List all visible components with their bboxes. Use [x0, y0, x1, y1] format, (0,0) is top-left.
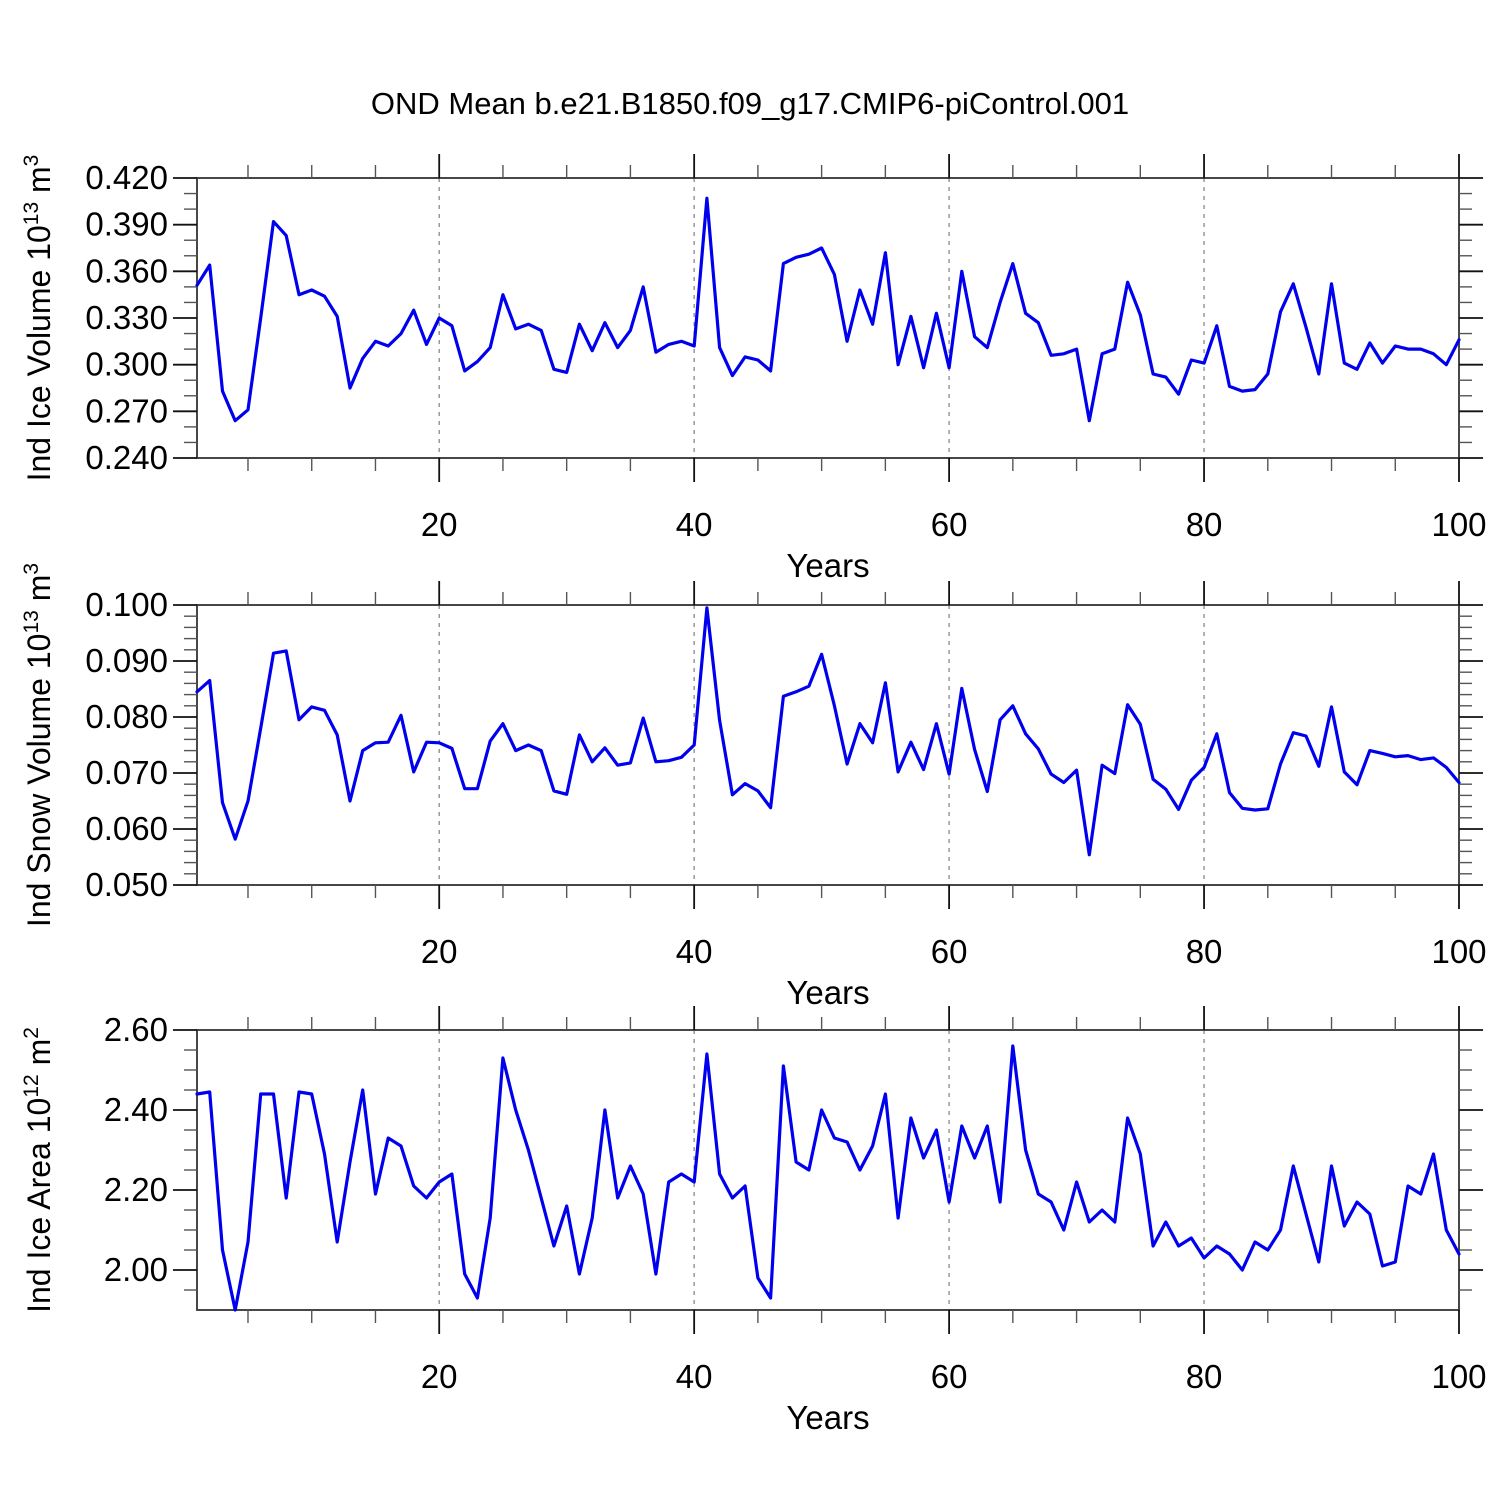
snow-volume-ytick-0.090: 0.090: [85, 642, 168, 679]
snow-volume-ytick-0.070: 0.070: [85, 754, 168, 791]
snow-volume-yaxis-title: Ind Snow Volume 1013 m3: [20, 563, 57, 927]
snow-volume-series-line: [195, 606, 1461, 857]
ice-area-series-line: [195, 1044, 1461, 1312]
snow-volume-ytick-0.050: 0.050: [85, 866, 168, 903]
ice-volume-xaxis-title: Years: [786, 547, 869, 584]
ice-volume-ticks: [173, 154, 1483, 482]
snow-volume-xtick-80: 80: [1186, 933, 1223, 970]
snow-volume-ytick-0.080: 0.080: [85, 698, 168, 735]
ice-volume-ytick-0.270: 0.270: [85, 392, 168, 429]
ice-area-ytick-2.60: 2.60: [104, 1011, 168, 1048]
ice-area-ytick-2.00: 2.00: [104, 1251, 168, 1288]
figure-title: OND Mean b.e21.B1850.f09_g17.CMIP6-piCon…: [370, 86, 1130, 121]
ice-volume-ytick-0.420: 0.420: [85, 159, 168, 196]
snow-volume-xtick-60: 60: [931, 933, 968, 970]
ice-volume-panel: 20 40 60 80 100 0.240 0.270 0.300 0.330 0.360 0.39…: [20, 154, 1487, 584]
ice-volume-frame: [196, 177, 1460, 459]
ice-volume-ytick-0.300: 0.300: [85, 346, 168, 383]
ice-volume-ytick-0.360: 0.360: [85, 252, 168, 289]
ice-volume-xtick-100: 100: [1431, 506, 1486, 543]
ice-volume-xtick-80: 80: [1186, 506, 1223, 543]
snow-volume-xtick-100: 100: [1431, 933, 1486, 970]
ice-area-ticks: [173, 1006, 1483, 1334]
ice-volume-ytick-0.240: 0.240: [85, 439, 168, 476]
snow-volume-xaxis-title: Years: [786, 974, 869, 1011]
ice-area-panel: 20 40 60 80 100 2.00 2.20 2.40 2.60 Years Ind Ice …: [20, 1006, 1487, 1436]
snow-volume-ytick-0.060: 0.060: [85, 810, 168, 847]
ice-area-xtick-60: 60: [931, 1358, 968, 1395]
ice-volume-xtick-60: 60: [931, 506, 968, 543]
snow-volume-xtick-20: 20: [421, 933, 458, 970]
ice-area-ytick-2.40: 2.40: [104, 1091, 168, 1128]
snow-volume-xtick-40: 40: [676, 933, 713, 970]
ice-area-xaxis-title: Years: [786, 1399, 869, 1436]
ice-volume-ytick-0.390: 0.390: [85, 206, 168, 243]
ice-volume-series-line: [195, 196, 1461, 423]
ice-volume-xtick-40: 40: [676, 506, 713, 543]
ice-area-xtick-100: 100: [1431, 1358, 1486, 1395]
ice-area-xtick-40: 40: [676, 1358, 713, 1395]
snow-volume-ticks: [173, 581, 1483, 909]
snow-volume-ytick-0.100: 0.100: [85, 586, 168, 623]
ice-area-yaxis-title: Ind Ice Area 1012 m2: [20, 1027, 57, 1313]
ice-area-xtick-20: 20: [421, 1358, 458, 1395]
snow-volume-panel: 20 40 60 80 100 0.050 0.060 0.070 0.080 0.090 0.10…: [20, 563, 1487, 1011]
ice-volume-yaxis-title: Ind Ice Volume 1013 m3: [20, 155, 57, 482]
ice-volume-xtick-20: 20: [421, 506, 458, 543]
ice-area-frame: [196, 1029, 1460, 1311]
snow-volume-frame: [196, 604, 1460, 886]
ice-volume-ytick-0.330: 0.330: [85, 299, 168, 336]
ice-area-xtick-80: 80: [1186, 1358, 1223, 1395]
ice-area-ytick-2.20: 2.20: [104, 1171, 168, 1208]
